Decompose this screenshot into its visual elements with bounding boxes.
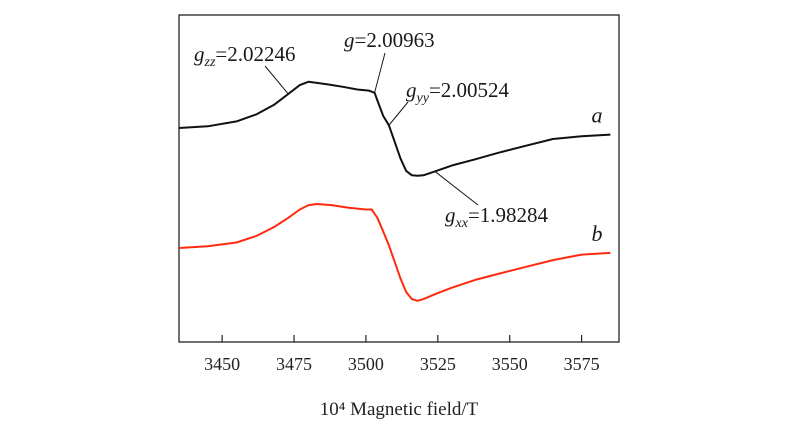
x-tick-label: 3550 <box>492 354 528 374</box>
x-tick-label: 3575 <box>564 354 600 374</box>
annotation-leader-gyy <box>388 101 409 126</box>
x-tick-label: 3500 <box>348 354 384 374</box>
series-labels: ab <box>592 103 603 246</box>
series-label-a: a <box>592 103 603 128</box>
annotation-g: g=2.00963 <box>344 28 435 52</box>
annotation-gxx: gxx=1.98284 <box>445 203 549 231</box>
annotation-leader-gzz <box>264 65 289 95</box>
annotation-gzz: gzz=2.02246 <box>194 42 296 70</box>
x-tick-label: 3475 <box>276 354 312 374</box>
x-tick-label: 3450 <box>204 354 240 374</box>
x-axis-label: 10⁴ Magnetic field/T <box>320 399 479 420</box>
plot-frame <box>178 14 620 343</box>
annotation-leader-g <box>374 52 386 93</box>
series-lines <box>178 80 611 302</box>
x-ticks: 3450 3475 3500 3525 3550 3575 <box>204 335 600 374</box>
series-a-line <box>178 80 611 177</box>
series-label-b: b <box>592 221 603 246</box>
g-value-annotations: gzz=2.02246 g=2.00963 gyy=2.00524 gxx=1.982… <box>194 28 549 231</box>
x-tick-label: 3525 <box>420 354 456 374</box>
annotation-gyy: gyy=2.00524 <box>406 78 510 106</box>
series-b-line <box>178 203 611 302</box>
annotation-leader-gxx <box>434 171 479 206</box>
